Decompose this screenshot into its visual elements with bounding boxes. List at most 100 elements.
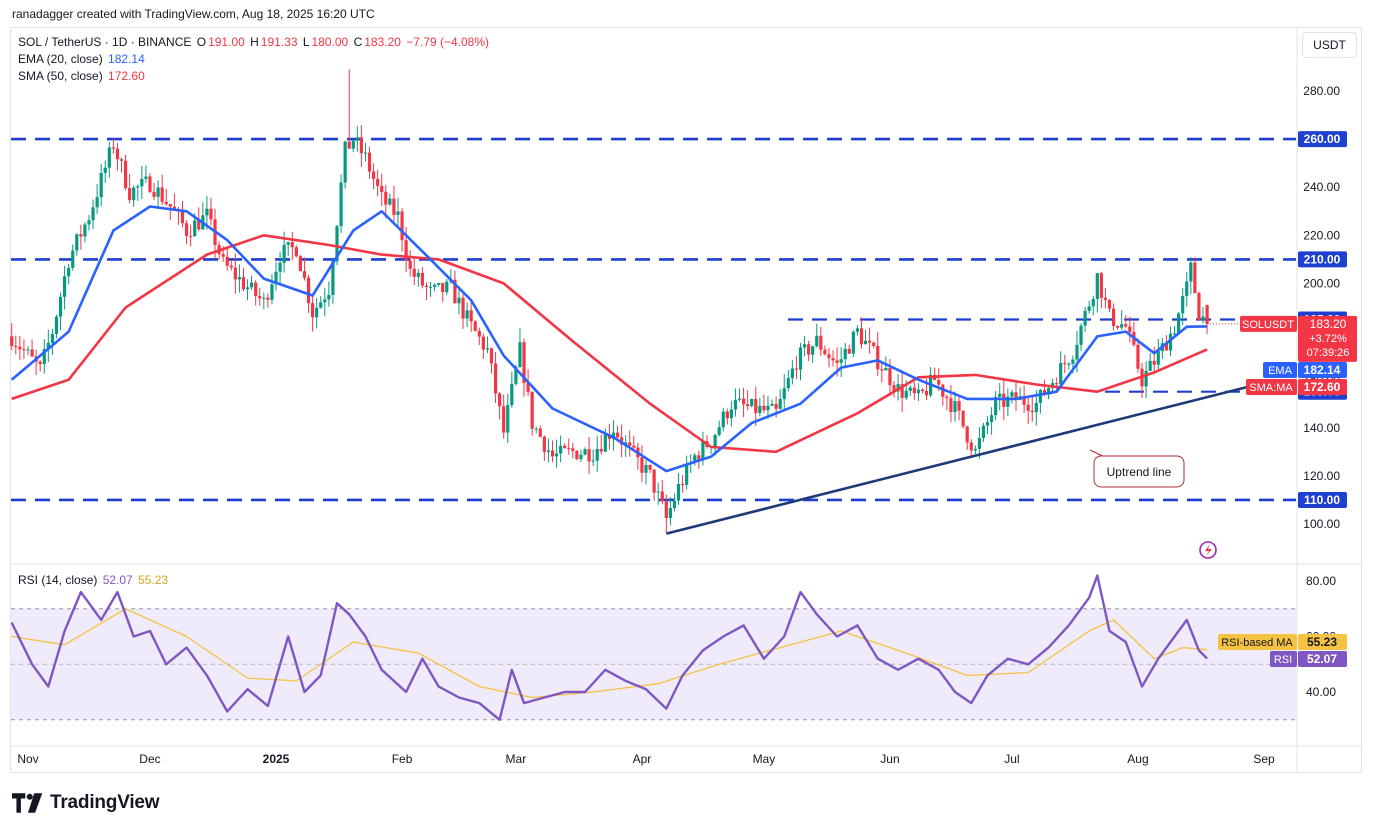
sma-value-tag-label: 172.60 — [1304, 380, 1341, 394]
candle-body — [937, 380, 941, 385]
candle-body — [1120, 324, 1124, 328]
candle-body — [75, 234, 79, 251]
candle-body — [132, 187, 136, 201]
legend-rsi-ma-value: 55.23 — [138, 573, 169, 587]
candle-body — [815, 335, 819, 347]
candle-body — [380, 185, 384, 192]
candle-body — [339, 182, 343, 227]
candle-body — [1197, 293, 1201, 321]
price-tick-label: 240.00 — [1303, 180, 1340, 194]
candle-body — [912, 387, 916, 394]
candle-body — [1079, 325, 1083, 345]
candle-body — [416, 272, 420, 277]
rsi-value-tag-box — [1298, 651, 1347, 667]
candle-body — [58, 296, 63, 317]
candle-body — [42, 349, 46, 365]
candle-body — [790, 368, 794, 379]
candle-body — [1083, 310, 1087, 326]
time-tick-label: Dec — [139, 752, 160, 766]
candle-body — [908, 387, 912, 391]
candle-body — [302, 271, 307, 278]
time-tick-label: Feb — [392, 752, 413, 766]
currency-selector[interactable]: USDT — [1302, 32, 1357, 58]
candle-body — [209, 208, 213, 220]
candle-body — [888, 367, 892, 386]
candle-body — [518, 342, 522, 368]
candle-body — [559, 445, 563, 454]
candle-body — [949, 398, 953, 412]
candle-body — [67, 267, 71, 277]
price-tick-label: 100.00 — [1303, 517, 1340, 531]
candle-body — [26, 349, 30, 351]
candle-body — [87, 220, 91, 225]
candle-body — [115, 148, 120, 160]
candle-body — [359, 137, 363, 154]
candle-body — [1164, 343, 1169, 351]
candle-body — [620, 437, 624, 445]
candle-body — [10, 336, 14, 346]
time-tick-label: Apr — [633, 752, 652, 766]
ema-name-tag-box — [1263, 362, 1297, 378]
candle-body — [343, 141, 347, 183]
candle-body — [180, 210, 185, 224]
candle-body — [868, 340, 872, 343]
candle-body — [1055, 383, 1059, 385]
candle-body — [953, 401, 957, 412]
level-tag-260-label: 260.00 — [1304, 132, 1341, 146]
candle-body — [782, 388, 786, 400]
candle-body — [595, 448, 599, 461]
candle-body — [859, 328, 864, 345]
candle-body — [685, 463, 689, 485]
time-tick-label: Jul — [1004, 752, 1019, 766]
legend-symbol: SOL / TetherUS · 1D · BINANCE — [18, 35, 192, 49]
candle-body — [225, 256, 229, 266]
candle-body — [50, 334, 54, 343]
candle-body — [1156, 351, 1160, 365]
candle-body — [1201, 316, 1205, 321]
ema-value-tag-label: 182.14 — [1304, 363, 1341, 377]
candle-body — [851, 331, 855, 354]
candle-body — [384, 191, 388, 205]
time-tick-label: Mar — [506, 752, 527, 766]
candle-body — [404, 240, 408, 261]
time-tick-label: Jun — [880, 752, 899, 766]
candle-body — [136, 186, 140, 188]
legend-close-label: C — [353, 35, 363, 49]
legend-high-label: H — [250, 35, 259, 49]
time-tick-label: Sep — [1253, 752, 1275, 766]
candle-body — [1181, 295, 1185, 314]
legend-sma-label: SMA (50, close) — [18, 69, 103, 83]
candle-body — [538, 428, 542, 437]
chart-frame — [10, 27, 1362, 773]
annotation-label: Uptrend line — [1107, 465, 1172, 479]
candle-body — [514, 367, 518, 384]
candle-body — [189, 235, 193, 237]
ema-20-line — [10, 205, 1208, 473]
candle-body — [193, 220, 197, 237]
candle-body — [408, 260, 412, 269]
candle-body — [205, 208, 209, 216]
candle-body — [1014, 392, 1018, 401]
legend-close: 183.20 — [364, 35, 401, 49]
level-tag-110-label: 110.00 — [1304, 493, 1340, 507]
candle-body — [473, 321, 477, 331]
ema-value-tag-box — [1298, 362, 1347, 378]
rsi-line — [10, 574, 1208, 721]
candle-body — [437, 283, 441, 285]
candle-body — [172, 206, 176, 210]
candle-body — [254, 282, 258, 297]
candle-body — [794, 368, 799, 370]
candle-body — [412, 268, 416, 277]
legend-ema-value: 182.14 — [108, 52, 145, 66]
rsi-tick-label: 80.00 — [1306, 574, 1336, 588]
candle-body — [550, 450, 555, 457]
candle-body — [46, 342, 50, 350]
sma-50-line — [11, 234, 1208, 454]
candle-body — [290, 242, 294, 248]
candle-body — [676, 484, 681, 501]
candle-body — [807, 344, 811, 355]
candle-body — [107, 147, 111, 168]
legend-rsi-row: RSI (14, close) 52.07 55.23 — [18, 572, 170, 588]
candle-body — [1193, 262, 1197, 294]
